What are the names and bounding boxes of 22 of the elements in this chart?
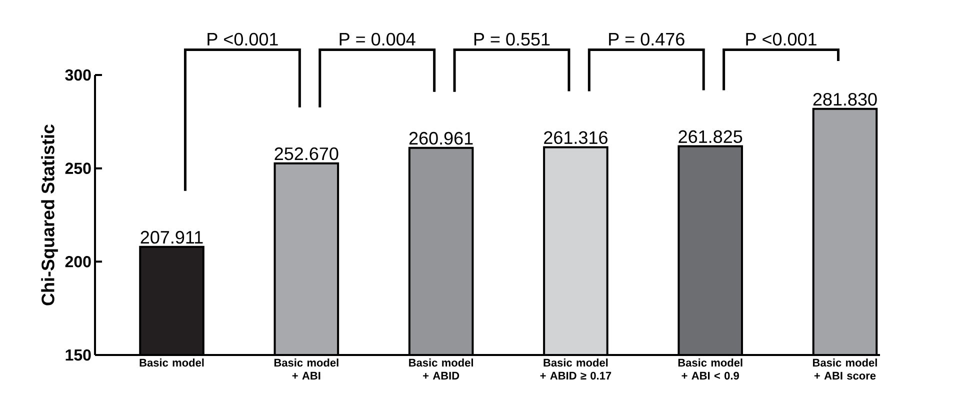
data-label: 260.961: [409, 132, 473, 145]
data-label: 261.825: [678, 130, 742, 144]
y-tick-label: 200: [65, 256, 91, 268]
x-tick-label: Basic model + ABID ≥ 0.17: [540, 358, 612, 380]
data-label: 252.670: [274, 147, 338, 160]
x-tick-label: Basic model + ABID: [409, 358, 473, 380]
x-tick-label: Basic model + ABI score: [813, 358, 877, 380]
x-tick-label: Basic model + ABI: [274, 358, 338, 380]
x-tick-label: Basic model + ABI < 0.9: [678, 358, 742, 380]
y-axis-title: Chi-Squared Statistic: [41, 124, 58, 306]
y-tick-label: 150: [66, 349, 91, 361]
data-label: 261.316: [544, 131, 608, 144]
text: P = 0.004: [340, 32, 416, 46]
text: P = 0.476: [609, 32, 684, 46]
data-label: 281.830: [813, 92, 877, 106]
data-label: 207.911: [140, 230, 203, 244]
x-tick-label: Basic model: [140, 358, 204, 367]
text: P <0.001: [746, 32, 816, 46]
y-tick-label: 250: [65, 162, 91, 174]
text: P <0.001: [208, 32, 278, 46]
text: P = 0.551: [474, 32, 550, 46]
y-tick-label: 300: [65, 69, 91, 81]
